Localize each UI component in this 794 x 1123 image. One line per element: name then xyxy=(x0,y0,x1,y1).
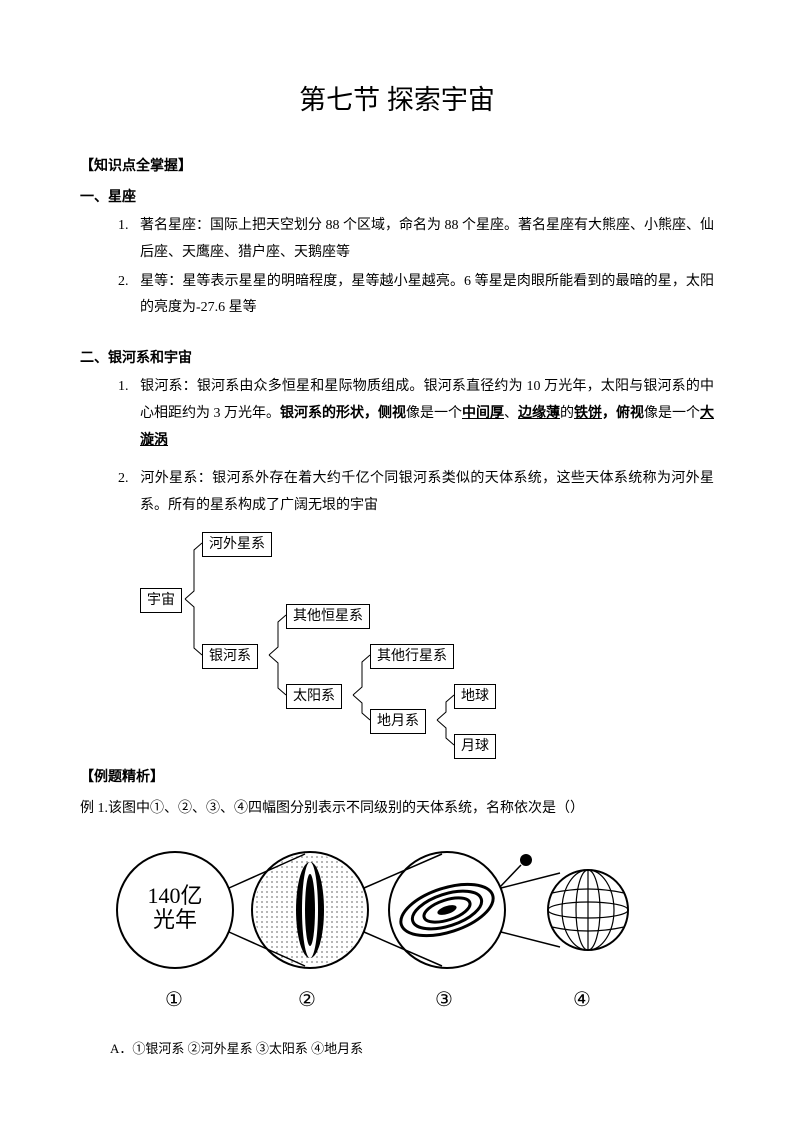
label-4: ④ xyxy=(512,981,652,1019)
bold-text: 俯视 xyxy=(616,406,644,421)
mid-text: 的 xyxy=(560,406,574,421)
mid-text: ， xyxy=(602,406,616,421)
mid-text: 、 xyxy=(504,406,518,421)
h-node8: 月球 xyxy=(454,734,496,759)
item-text: 星等：星等表示星星的明暗程度，星等越小星越亮。6 等星是肉眼所能看到的最暗的星，… xyxy=(140,274,714,316)
h-node6: 地月系 xyxy=(370,709,426,734)
label-1: ① xyxy=(110,981,238,1019)
example-header: 【例题精析】 xyxy=(80,765,714,792)
underline-text: 边缘薄 xyxy=(518,406,560,421)
h-node5: 其他行星系 xyxy=(370,644,454,669)
h-node7: 地球 xyxy=(454,684,496,709)
underline-text: 中间厚 xyxy=(462,406,504,421)
example-question: 例 1.该图中①、②、③、④四幅图分别表示不同级别的天体系统，名称依次是（） xyxy=(80,796,714,823)
label-2: ② xyxy=(238,981,376,1019)
option-a: A．①银河系 ②河外星系 ③太阳系 ④地月系 xyxy=(110,1037,714,1062)
item-num: 2. xyxy=(118,269,140,296)
h-node2: 银河系 xyxy=(202,644,258,669)
celestial-systems-svg: 140亿 光年 xyxy=(110,845,660,975)
item-text: 河外星系：银河系外存在着大约千亿个同银河系类似的天体系统，这些天体系统称为河外星… xyxy=(140,471,714,513)
h-node1: 河外星系 xyxy=(202,532,272,557)
section1-item1: 1.著名星座：国际上把天空划分 88 个区域，命名为 88 个星座。著名星座有大… xyxy=(80,213,714,266)
h-root: 宇宙 xyxy=(140,588,182,613)
section2-item1: 1.银河系：银河系由众多恒星和星际物质组成。银河系直径约为 10 万光年，太阳与… xyxy=(80,374,714,454)
c1-text1: 140亿 xyxy=(147,883,202,908)
knowledge-header: 【知识点全掌握】 xyxy=(80,154,714,181)
page-title: 第七节 探索宇宙 xyxy=(80,75,714,126)
section1-heading: 一、星座 xyxy=(80,185,714,212)
item-num: 2. xyxy=(118,466,140,493)
mid-text: 像是一个 xyxy=(406,406,462,421)
h-node4: 太阳系 xyxy=(286,684,342,709)
figure-row: 140亿 光年 xyxy=(110,845,714,975)
section1-item2: 2.星等：星等表示星星的明暗程度，星等越小星越亮。6 等星是肉眼所能看到的最暗的… xyxy=(80,269,714,322)
label-3: ③ xyxy=(376,981,512,1019)
section2-item2: 2.河外星系：银河系外存在着大约千亿个同银河系类似的天体系统，这些天体系统称为河… xyxy=(80,466,714,519)
bold-text: 银河系的形状，侧视 xyxy=(280,406,406,421)
hierarchy-diagram: 宇宙 河外星系 银河系 其他恒星系 太阳系 其他行星系 地月系 地球 月球 xyxy=(140,537,714,747)
labels-row: ① ② ③ ④ xyxy=(110,981,714,1019)
section2-heading: 二、银河系和宇宙 xyxy=(80,346,714,373)
mid-text: 像是一个 xyxy=(644,406,700,421)
hierarchy-brackets-svg xyxy=(140,537,570,747)
h-node3: 其他恒星系 xyxy=(286,604,370,629)
underline-text: 铁饼 xyxy=(574,406,602,421)
item-text: 著名星座：国际上把天空划分 88 个区域，命名为 88 个星座。著名星座有大熊座… xyxy=(140,218,714,260)
c1-text2: 光年 xyxy=(153,907,197,932)
item-num: 1. xyxy=(118,213,140,240)
item-num: 1. xyxy=(118,374,140,401)
